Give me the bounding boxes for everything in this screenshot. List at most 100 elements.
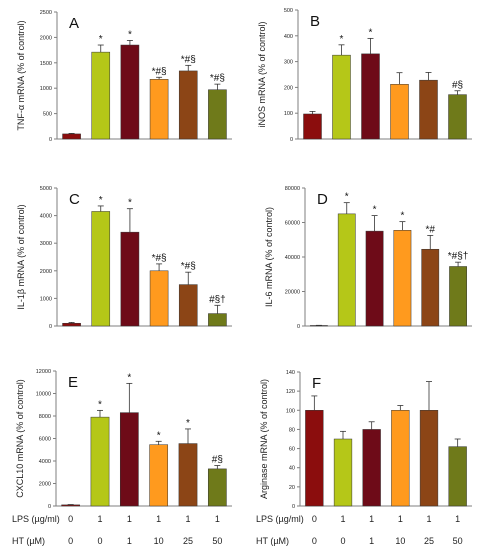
bar bbox=[362, 429, 381, 507]
bar bbox=[207, 468, 227, 507]
condition-value: 25 bbox=[183, 536, 193, 546]
condition-value: 1 bbox=[369, 536, 374, 546]
panel-f: 0 20 40 60 80 100 120 140 Arginase mRNA (% of co… bbox=[259, 370, 472, 510]
y-tick-label: 20000 bbox=[285, 290, 300, 296]
bar bbox=[90, 416, 110, 507]
y-axis-label: IL-1β mRNA (% of control) bbox=[16, 204, 26, 309]
y-tick-label: 140 bbox=[286, 370, 295, 376]
panel-label: F bbox=[312, 375, 321, 392]
y-tick-label: 500 bbox=[284, 8, 293, 14]
significance-label: *#§ bbox=[181, 261, 196, 272]
y-tick-label: 0 bbox=[49, 137, 52, 143]
bar bbox=[448, 94, 467, 140]
panel-label: C bbox=[69, 191, 80, 208]
y-tick-label: 100 bbox=[286, 408, 295, 414]
y-tick-label: 0 bbox=[290, 137, 293, 143]
condition-value: 0 bbox=[97, 536, 102, 546]
condition-value: 25 bbox=[424, 536, 434, 546]
y-tick-label: 3000 bbox=[40, 241, 52, 247]
significance-label: #§ bbox=[212, 455, 223, 466]
y-axis-label: CXCL10 mRNA (% of control) bbox=[15, 379, 25, 498]
bar bbox=[62, 322, 81, 327]
panel-c: 0 1000 2000 3000 4000 5000 IL-1β mRNA (% of co… bbox=[16, 186, 232, 330]
bar bbox=[393, 230, 412, 327]
condition-value: 0 bbox=[312, 514, 317, 524]
bar bbox=[419, 79, 438, 140]
condition-value: 1 bbox=[127, 514, 132, 524]
y-tick-label: 1500 bbox=[40, 61, 52, 67]
y-tick-label: 6000 bbox=[39, 437, 51, 443]
condition-value: 1 bbox=[156, 514, 161, 524]
condition-value: 1 bbox=[340, 514, 345, 524]
panel-label: E bbox=[68, 374, 78, 391]
y-tick-label: 4000 bbox=[40, 214, 52, 220]
y-tick-label: 40000 bbox=[285, 255, 300, 261]
condition-value: 50 bbox=[212, 536, 222, 546]
condition-value: 1 bbox=[369, 514, 374, 524]
bar bbox=[332, 54, 351, 140]
bar bbox=[149, 270, 169, 327]
condition-value: 1 bbox=[127, 536, 132, 546]
bar bbox=[419, 410, 439, 507]
y-tick-label: 40 bbox=[289, 466, 295, 472]
bar bbox=[208, 313, 227, 327]
y-axis-label: iNOS mRNA (% of control) bbox=[257, 21, 267, 127]
bar bbox=[365, 230, 384, 327]
significance-label: #§† bbox=[209, 294, 226, 305]
y-tick-label: 4000 bbox=[39, 459, 51, 465]
panel-label: B bbox=[310, 13, 320, 30]
y-tick-label: 5000 bbox=[40, 186, 52, 192]
significance-label: * bbox=[340, 34, 344, 45]
bar bbox=[178, 70, 198, 140]
bar bbox=[91, 51, 111, 140]
significance-label: * bbox=[157, 430, 161, 441]
bar bbox=[178, 443, 198, 507]
y-tick-label: 2000 bbox=[40, 269, 52, 275]
y-tick-label: 100 bbox=[284, 111, 293, 117]
bar bbox=[178, 284, 198, 327]
significance-label: * bbox=[373, 205, 377, 216]
bar bbox=[149, 79, 169, 140]
significance-label: *#§† bbox=[448, 251, 469, 262]
condition-value: 1 bbox=[426, 514, 431, 524]
bar bbox=[390, 84, 409, 140]
bar bbox=[149, 444, 169, 507]
bar bbox=[391, 410, 410, 507]
condition-rows: LPS (µg/ml) 0 1 1 1 1 1 HT (µM) 0 0 1 10 25 50 bbox=[12, 514, 222, 546]
y-tick-label: 80000 bbox=[285, 186, 300, 192]
condition-value: 10 bbox=[154, 536, 164, 546]
bar bbox=[119, 412, 139, 507]
significance-label: * bbox=[369, 27, 373, 38]
condition-value: 1 bbox=[185, 514, 190, 524]
y-tick-label: 120 bbox=[286, 389, 295, 395]
bar bbox=[421, 248, 440, 327]
condition-rows: LPS (µg/ml) 0 1 1 1 1 1 HT (µM) 0 0 1 10 25 50 bbox=[256, 514, 463, 546]
y-tick-label: 60 bbox=[289, 447, 295, 453]
significance-label: *#§ bbox=[210, 73, 225, 84]
condition-value: 1 bbox=[215, 514, 220, 524]
y-tick-label: 2000 bbox=[40, 35, 52, 41]
y-tick-label: 10000 bbox=[36, 392, 51, 398]
condition-row-label: HT (µM) bbox=[12, 536, 45, 546]
significance-label: * bbox=[127, 372, 131, 383]
bar bbox=[448, 446, 467, 507]
panel-a: 0 500 1000 1500 2000 2500 TNF-α mRNA (% of con… bbox=[16, 10, 232, 143]
y-axis-label: Arginase mRNA (% of control) bbox=[259, 379, 269, 499]
condition-row-label: LPS (µg/ml) bbox=[256, 514, 304, 524]
y-tick-label: 2500 bbox=[40, 10, 52, 16]
significance-label: * bbox=[186, 418, 190, 429]
condition-value: 50 bbox=[453, 536, 463, 546]
y-tick-label: 80 bbox=[289, 427, 295, 433]
panel-d: 0 20000 40000 60000 80000 IL-6 mRNA (% of con… bbox=[264, 186, 472, 330]
y-tick-label: 300 bbox=[284, 60, 293, 66]
bar bbox=[120, 44, 140, 140]
condition-value: 0 bbox=[312, 536, 317, 546]
bar bbox=[208, 89, 227, 140]
significance-label: * bbox=[345, 192, 349, 203]
panel-label: A bbox=[69, 15, 79, 32]
y-axis-label: IL-6 mRNA (% of control) bbox=[264, 207, 274, 307]
y-tick-label: 0 bbox=[49, 324, 52, 330]
condition-value: 0 bbox=[68, 536, 73, 546]
condition-value: 1 bbox=[398, 514, 403, 524]
condition-value: 1 bbox=[97, 514, 102, 524]
